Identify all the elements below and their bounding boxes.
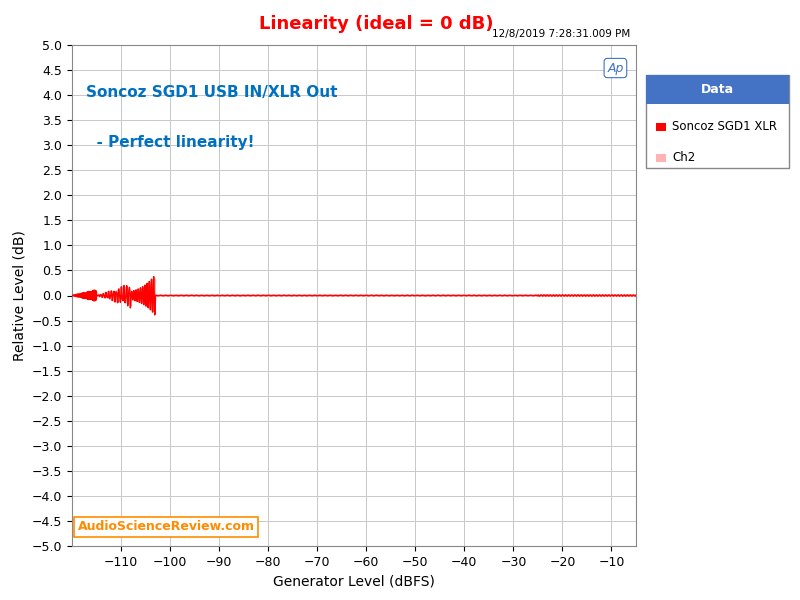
- X-axis label: Generator Level (dBFS): Generator Level (dBFS): [273, 574, 435, 588]
- Text: Ap: Ap: [607, 62, 623, 74]
- Text: Soncoz SGD1 XLR: Soncoz SGD1 XLR: [672, 120, 777, 133]
- Y-axis label: Relative Level (dB): Relative Level (dB): [12, 230, 26, 361]
- Text: Data: Data: [701, 83, 734, 96]
- Text: 12/8/2019 7:28:31.009 PM: 12/8/2019 7:28:31.009 PM: [492, 29, 630, 39]
- Text: - Perfect linearity!: - Perfect linearity!: [86, 135, 254, 150]
- Text: Linearity (ideal = 0 dB): Linearity (ideal = 0 dB): [258, 15, 494, 33]
- Text: Soncoz SGD1 USB IN/XLR Out: Soncoz SGD1 USB IN/XLR Out: [86, 85, 338, 100]
- Text: Ch2: Ch2: [672, 151, 695, 164]
- Text: AudioScienceReview.com: AudioScienceReview.com: [78, 520, 254, 533]
